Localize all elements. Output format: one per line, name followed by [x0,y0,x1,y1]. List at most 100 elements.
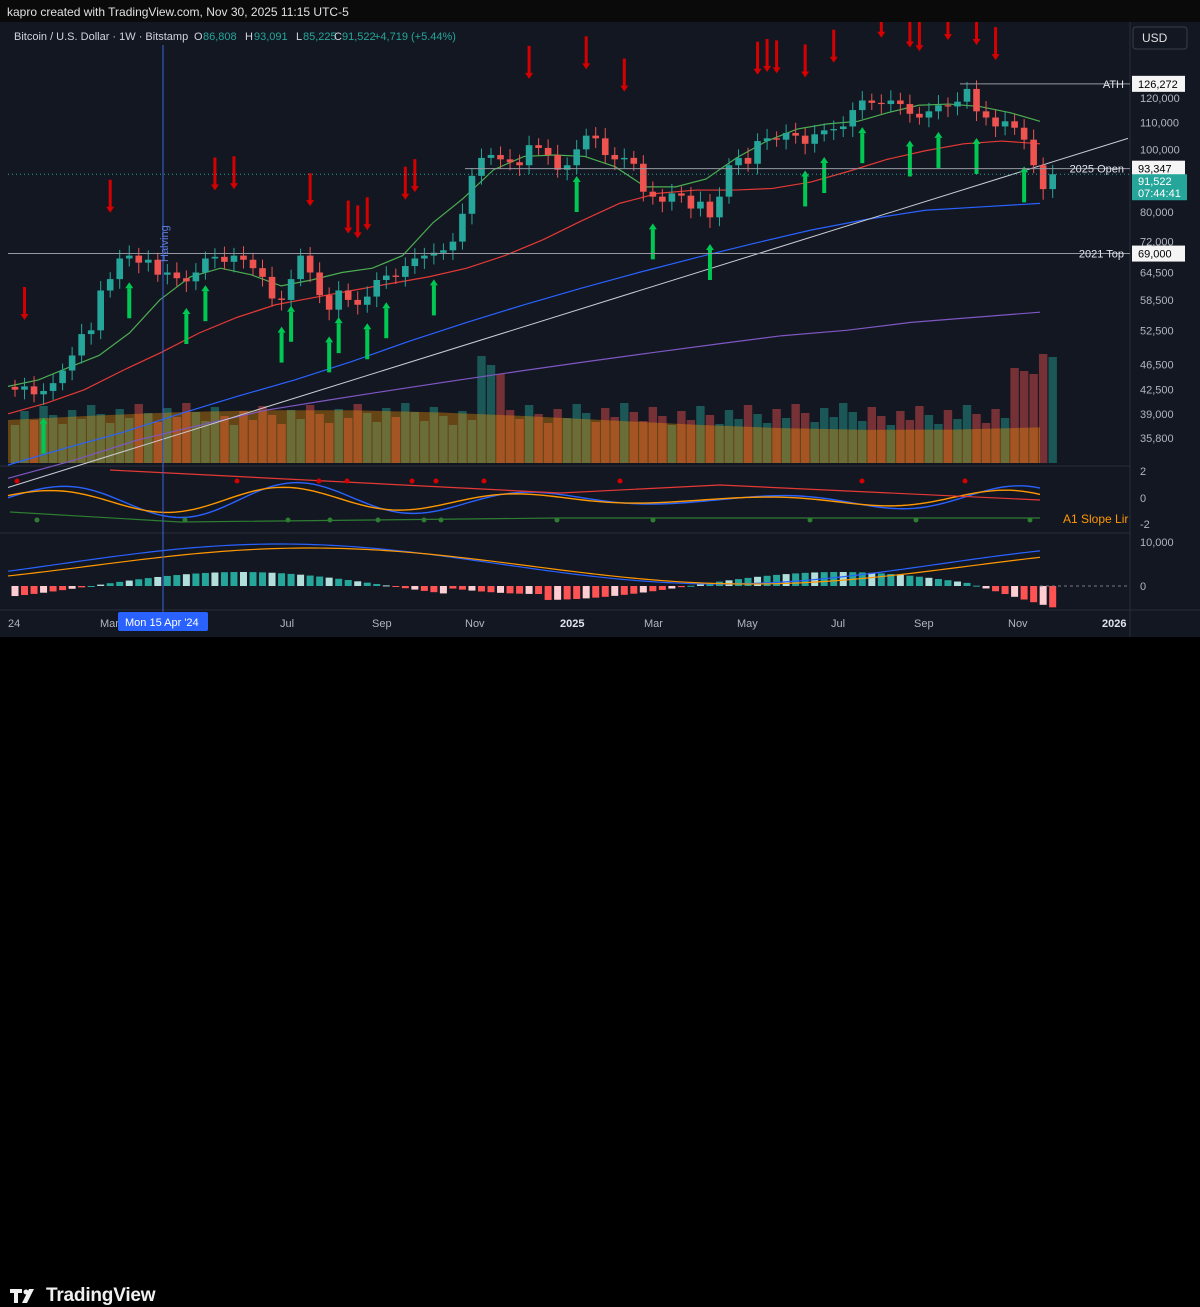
volume-bar [363,413,372,463]
price-tick-label: 100,000 [1140,144,1180,156]
tradingview-logo-icon [10,1289,34,1303]
time-tick-label: Sep [914,618,934,630]
macd-histogram-bar [87,586,95,587]
candle-body [392,275,400,277]
volume-bar [753,414,762,463]
sell-arrow [803,44,807,73]
sell-arrow [917,18,921,47]
buy-arrow [822,163,827,194]
macd-histogram-bar [211,572,219,586]
candle-body [506,159,514,163]
candle-body [382,275,390,281]
candle-body [287,279,295,300]
time-tick-label: Nov [1008,618,1028,630]
sell-arrow-head [344,227,353,234]
volume-bar [1000,418,1010,463]
time-tick-label: Jul [831,618,845,630]
buy-arrow-head [363,323,372,330]
macd-histogram-bar [877,573,885,586]
volume-bar [582,413,591,463]
volume-bar [800,413,810,463]
macd-histogram-bar [506,586,514,594]
volume-bar [410,412,420,463]
candle-body [211,256,219,259]
macd-histogram-bar [220,572,228,586]
oscillator-sell-dot [316,478,322,484]
currency-label: USD [1142,31,1168,45]
oscillator-sell-dot [962,478,968,484]
volume-bar [591,422,600,463]
macd-histogram-bar [639,586,647,593]
macd-histogram-bar [554,586,562,600]
macd-histogram-bar [30,586,38,594]
candle-body [792,132,799,136]
candle-body [173,272,181,279]
sma-20-line [7,103,1041,387]
buy-arrow-head [382,302,391,309]
candle-body [935,105,942,112]
oscillator-buy-dot [1027,517,1033,523]
volume-bar [715,424,724,463]
candle-body [1049,174,1056,190]
macd-histogram-bar [268,572,276,586]
volume-bar [420,421,429,463]
buy-arrow-head [858,127,867,134]
macd-axis-label: 0 [1140,581,1146,593]
macd-histogram-bar [278,573,286,586]
price-chart[interactable]: ATH 126,272 2025 Open 93,347 2021 Top 69,000 9… [0,4,1200,637]
oscillator-buy-dot [807,517,813,523]
buy-arrow-head [1020,166,1029,173]
volume-bar [220,416,229,463]
buy-arrow [1022,172,1027,203]
candle-body [706,201,714,218]
volume-bar [667,425,677,463]
volume-bar [182,403,191,463]
sell-arrow [975,11,979,40]
buy-arrow [803,176,808,207]
macd-histogram-bar [544,586,552,600]
volume-bar [58,424,67,463]
candles[interactable] [11,80,1056,405]
macd-histogram-bar [906,575,914,586]
candle-body [916,113,923,118]
volume-bar [810,422,819,463]
time-tick-label: Nov [465,618,485,630]
candle-body [221,256,228,262]
candle-body [144,259,152,263]
macd-histogram-bar [1049,586,1057,608]
candle-body [268,276,276,299]
chart-frame[interactable]: ATH 126,272 2025 Open 93,347 2021 Top 69,000 9… [0,4,1200,638]
candle-body [773,138,780,140]
low-value: 85,225 [303,31,337,43]
buy-arrow [279,332,284,363]
sell-arrow [365,197,369,226]
grid [0,22,1200,637]
macd-histogram-bar [592,586,600,598]
sell-arrow-head [353,232,362,239]
buy-arrow-head [182,308,191,315]
volume-bar [106,423,115,463]
currency-button[interactable]: USD [1132,26,1188,50]
volume-bar [924,415,934,463]
candle-body [306,255,314,273]
macd-histogram-bar [335,578,343,586]
buy-arrow [336,323,341,354]
volume-bar [972,414,981,463]
buy-arrow-head [820,157,829,164]
candle-body [763,138,771,142]
volume-bar [562,418,572,463]
candle-body [1011,121,1018,128]
oscillator-slow-line [7,486,1041,514]
macd-histogram-bar [230,572,238,586]
sell-arrow-head [106,206,115,213]
candle-body [620,157,628,160]
buy-arrow [860,133,865,164]
candle-body [649,191,657,197]
candle-body [1020,127,1028,140]
macd-histogram-bar [839,572,847,586]
volume-bar [239,411,248,463]
macd-histogram-bar [658,586,666,590]
macd-histogram-bar [468,586,476,591]
candle-body [544,147,552,156]
candle-body [487,155,495,158]
